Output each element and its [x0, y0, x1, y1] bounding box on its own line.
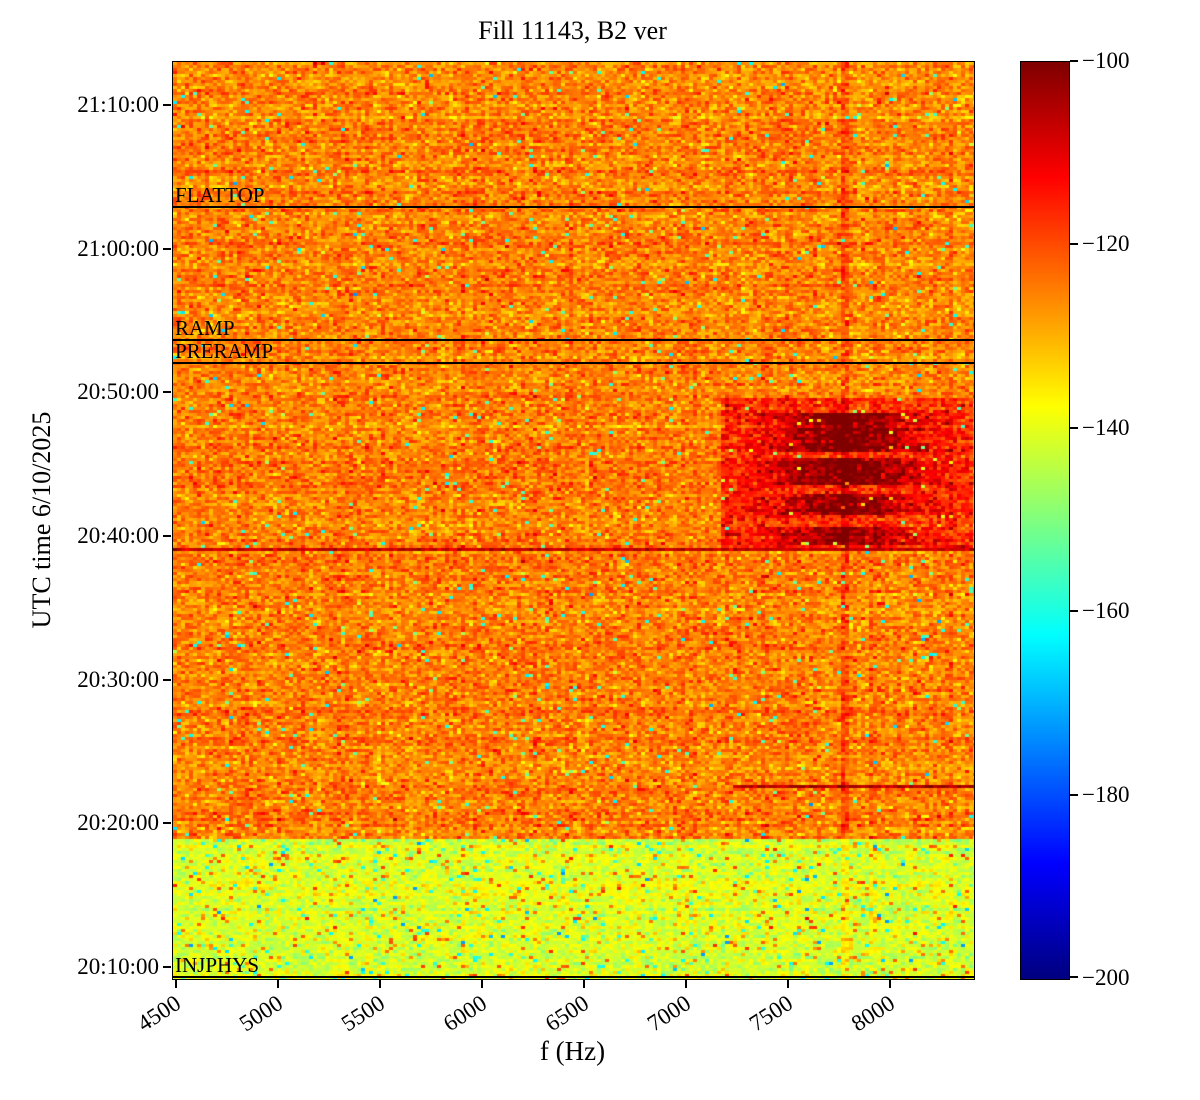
y-tick-mark	[163, 104, 171, 107]
colorbar-tick-label: −160	[1082, 598, 1130, 624]
x-tick-mark	[786, 980, 789, 988]
y-tick-label: 21:10:00	[77, 92, 159, 118]
beam-mode-label-preramp: PRERAMP	[175, 338, 274, 363]
beam-mode-line-preramp	[173, 361, 974, 364]
y-axis-label: UTC time 6/10/2025	[27, 411, 56, 629]
colorbar	[1020, 61, 1070, 980]
beam-mode-label-ramp: RAMP	[175, 315, 235, 340]
y-tick-label: 21:00:00	[77, 235, 159, 261]
y-tick-label: 20:20:00	[77, 810, 159, 836]
beam-mode-line-ramp	[173, 338, 974, 341]
colorbar-tick-label: −100	[1082, 48, 1130, 73]
y-tick-mark	[163, 822, 171, 825]
colorbar-tick-mark	[1070, 976, 1078, 978]
colorbar-tick-mark	[1070, 243, 1078, 246]
colorbar-tick-label: −200	[1082, 965, 1130, 990]
spectrogram-heatmap-canvas	[173, 62, 974, 979]
x-tick-mark	[480, 980, 483, 988]
spectrogram-plot-area: FLATTOP RAMP PRERAMP INJPHYS	[172, 61, 975, 980]
beam-mode-label-injphys: INJPHYS	[175, 953, 260, 977]
colorbar-tick-label: −180	[1082, 781, 1130, 807]
x-axis-label: f (Hz)	[539, 1036, 606, 1066]
x-tick-mark	[175, 980, 177, 988]
colorbar-gradient-canvas	[1021, 62, 1069, 979]
y-tick-mark	[163, 391, 171, 394]
beam-mode-line-injphys	[173, 976, 974, 978]
x-tick-mark	[888, 980, 891, 988]
beam-mode-line-flattop	[173, 205, 974, 208]
colorbar-tick-mark	[1070, 793, 1078, 796]
colorbar-tick-label: −120	[1082, 231, 1130, 257]
y-tick-mark	[163, 678, 171, 681]
x-tick-mark	[379, 980, 382, 988]
x-tick-mark	[685, 980, 688, 988]
colorbar-tick-mark	[1070, 610, 1078, 613]
y-tick-mark	[163, 247, 171, 250]
y-tick-mark	[163, 535, 171, 537]
colorbar-tick-mark	[1070, 60, 1078, 62]
colorbar-tick-label: −140	[1082, 414, 1130, 440]
y-tick-label: 20:50:00	[77, 379, 159, 405]
y-tick-label: 20:40:00	[77, 523, 159, 548]
x-tick-mark	[582, 980, 585, 988]
y-tick-mark	[163, 965, 171, 968]
colorbar-tick-mark	[1070, 426, 1078, 429]
chart-title: Fill 11143, B2 ver	[478, 16, 667, 45]
beam-mode-label-flattop: FLATTOP	[175, 182, 265, 207]
y-tick-label: 20:30:00	[77, 666, 159, 692]
x-tick-mark	[276, 980, 279, 988]
y-tick-label: 20:10:00	[77, 953, 159, 979]
